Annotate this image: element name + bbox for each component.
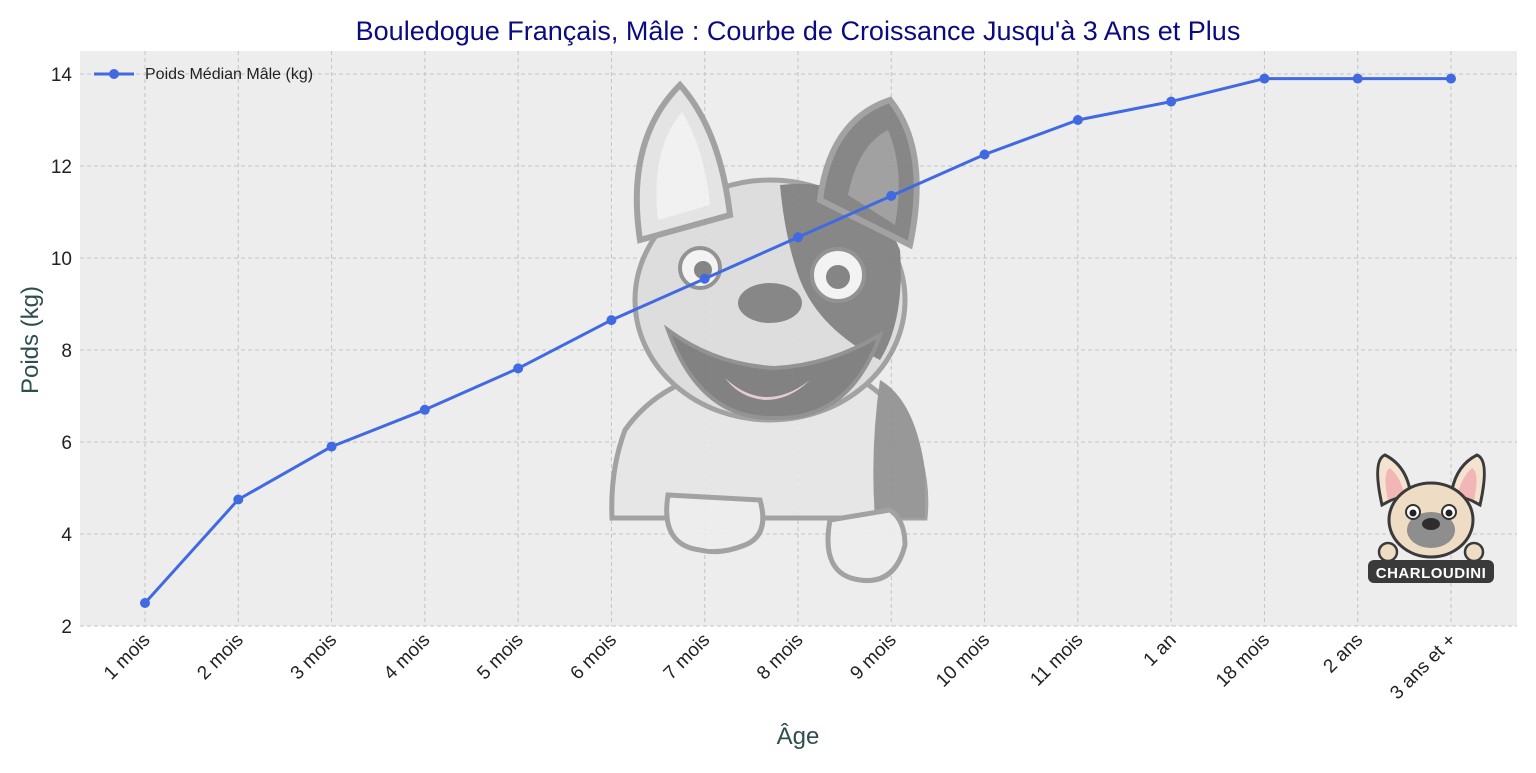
data-point: [886, 190, 897, 201]
legend-label: Poids Médian Mâle (kg): [145, 66, 313, 83]
legend-marker-swatch: [109, 69, 119, 79]
data-point: [606, 315, 617, 326]
series-layer: [140, 73, 1456, 608]
x-tick-label: 7 mois: [660, 630, 714, 684]
x-tick-label: 10 mois: [932, 630, 994, 692]
data-point: [1166, 96, 1177, 107]
x-axis-label: Âge: [777, 723, 820, 750]
french-bulldog-watermark: [609, 80, 929, 584]
x-tick-label: 9 mois: [846, 630, 900, 684]
x-axis-ticks: 1 mois 2 mois 3 mois 4 mois 5 mois 6 mois 7 mo…: [100, 630, 1460, 704]
y-axis-ticks: 2 4 6 8 10 12 14: [51, 65, 73, 638]
y-tick-label: 2: [61, 617, 72, 638]
data-point: [233, 494, 244, 505]
y-axis-label: Poids (kg): [17, 286, 44, 394]
data-point: [140, 598, 150, 608]
x-tick-label: 5 mois: [473, 630, 527, 684]
x-tick-label: 18 mois: [1212, 630, 1274, 692]
x-tick-label: 2 ans: [1320, 630, 1368, 678]
data-point: [699, 273, 710, 284]
data-point: [513, 363, 524, 374]
x-tick-label: 8 mois: [753, 630, 807, 684]
y-tick-label: 10: [51, 249, 72, 270]
x-tick-label: 3 ans et +: [1386, 630, 1460, 704]
x-tick-label: 1 an: [1140, 630, 1181, 671]
data-point: [1446, 73, 1456, 84]
legend: Poids Médian Mâle (kg): [94, 66, 313, 83]
logo-banner: [1368, 560, 1494, 583]
data-point: [979, 149, 990, 160]
data-point: [1072, 115, 1083, 125]
y-tick-label: 6: [61, 433, 72, 454]
y-tick-label: 4: [61, 525, 72, 546]
logo-brand-text: CHARLOUDINI: [1376, 565, 1487, 582]
y-tick-label: 14: [51, 65, 73, 86]
data-point: [1352, 73, 1363, 84]
data-point: [326, 441, 337, 452]
y-tick-label: 12: [51, 157, 72, 178]
data-point: [793, 232, 803, 243]
y-tick-label: 8: [61, 341, 72, 362]
data-point: [419, 404, 430, 415]
x-tick-label: 11 mois: [1026, 630, 1087, 691]
x-tick-label: 3 mois: [287, 630, 341, 684]
charloudini-logo: CHARLOUDINI: [1368, 453, 1494, 583]
x-tick-label: 2 mois: [193, 630, 247, 684]
x-tick-label: 1 mois: [100, 630, 154, 684]
data-point: [1259, 73, 1270, 84]
x-tick-label: 6 mois: [567, 630, 621, 684]
chart-title: Bouledogue Français, Mâle : Courbe de Cr…: [356, 16, 1241, 46]
x-tick-label: 4 mois: [380, 630, 434, 684]
